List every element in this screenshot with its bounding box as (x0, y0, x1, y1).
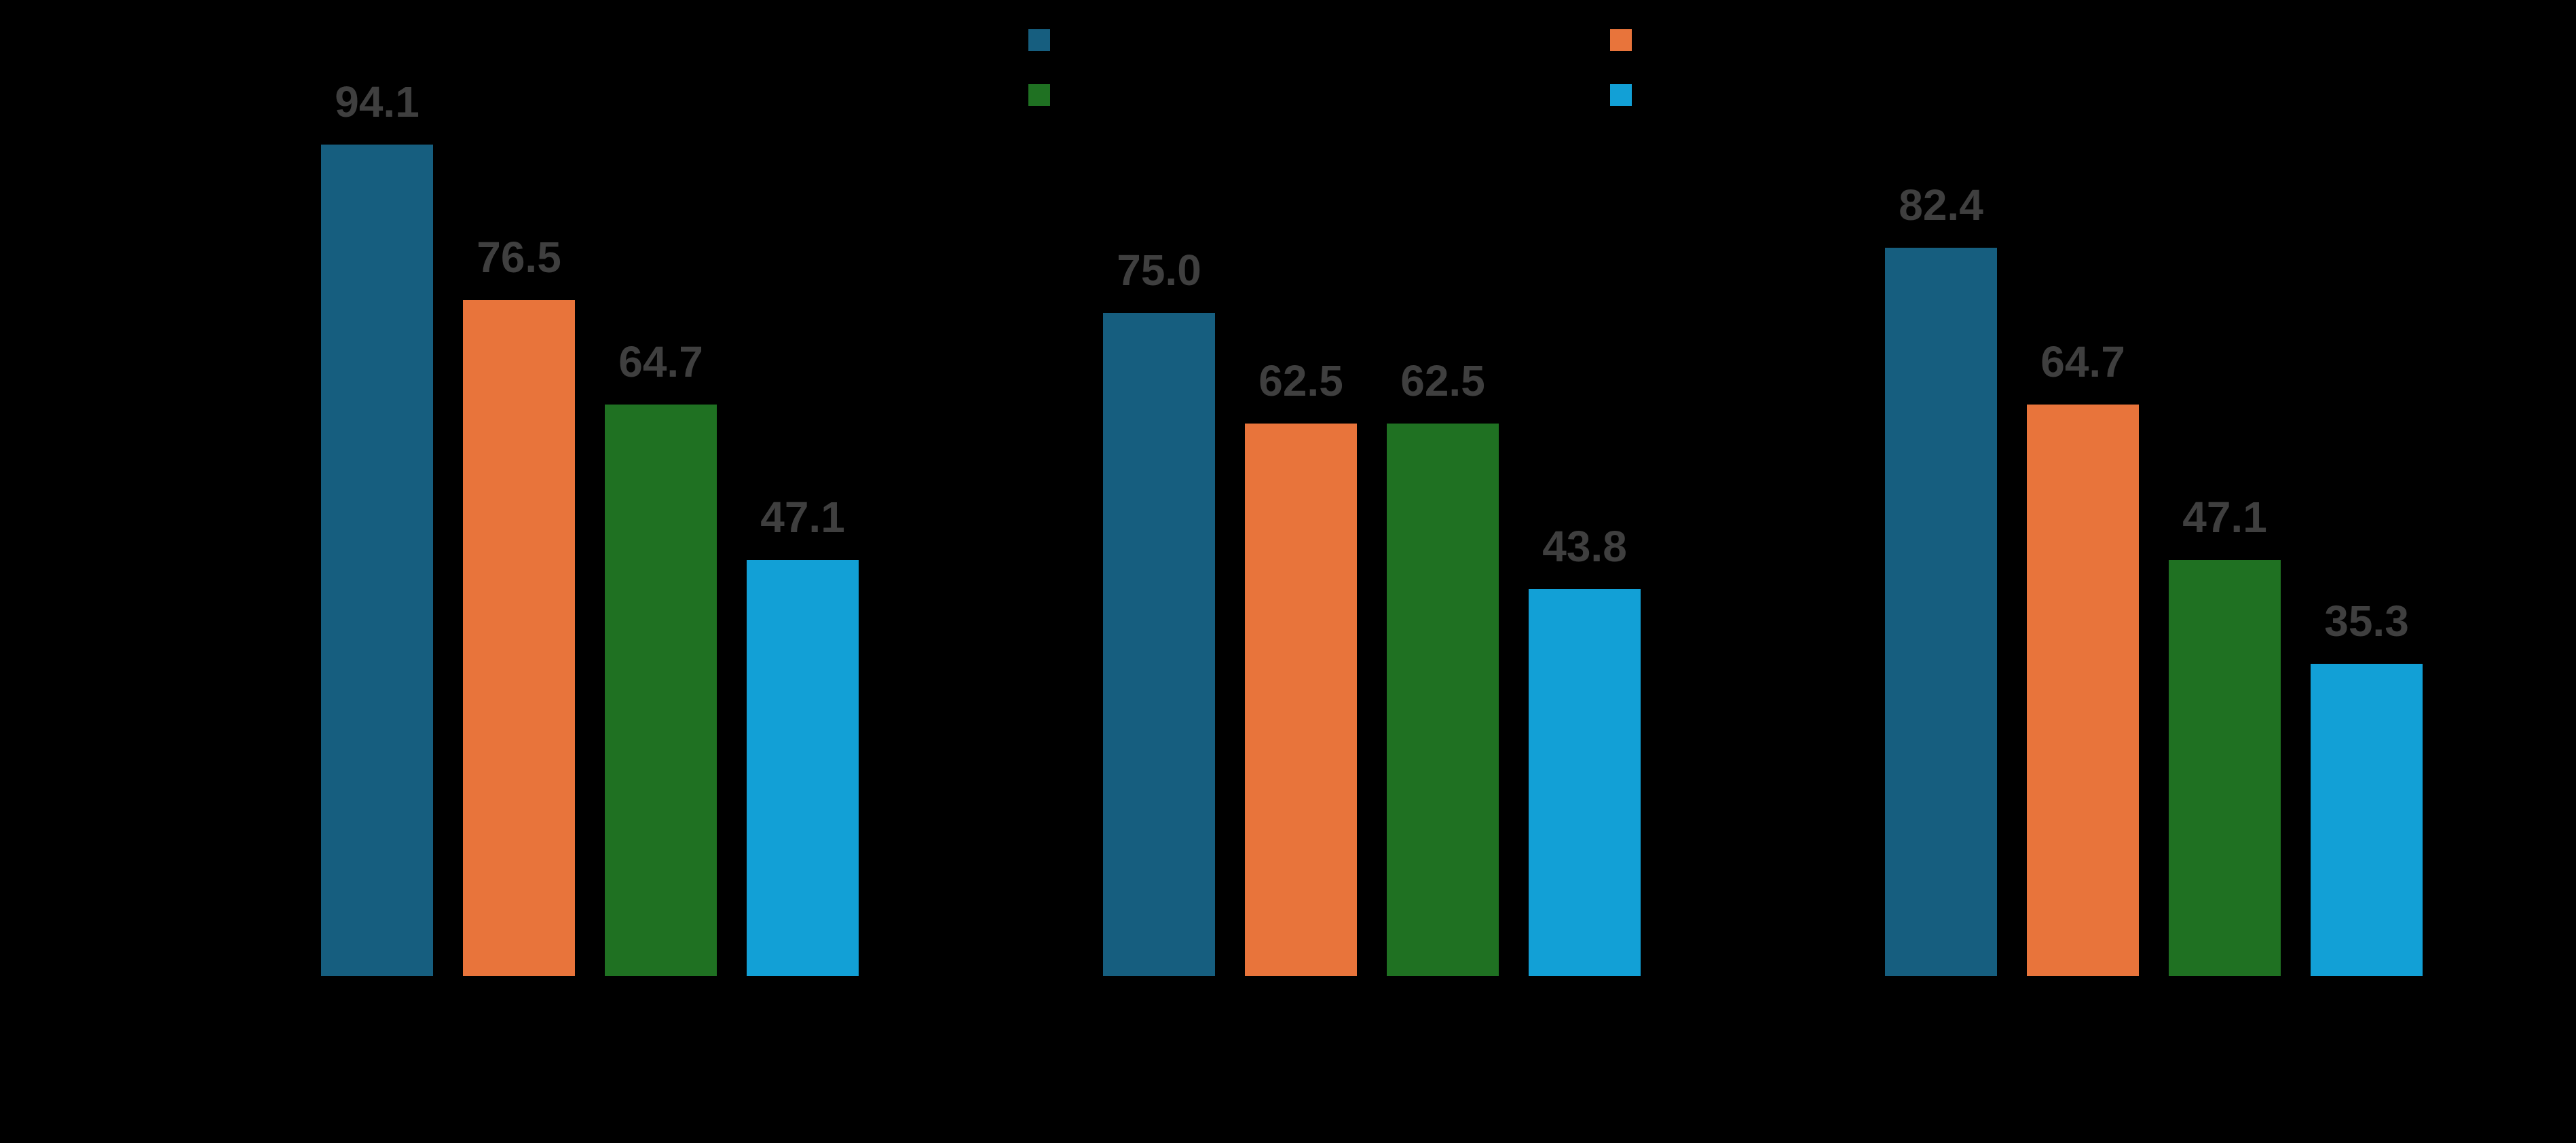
legend-swatch-orange (1610, 29, 1632, 51)
bar-value-label-group3-blue: 82.4 (1899, 181, 1983, 229)
bar-value-label-group1-cyan: 47.1 (760, 493, 845, 542)
bar-value-label-group1-orange: 76.5 (477, 233, 561, 282)
bar-group2-orange (1245, 424, 1357, 976)
legend-swatch-cyan (1610, 84, 1632, 106)
bar-value-label-group2-green: 62.5 (1400, 356, 1485, 405)
legend-swatch-green (1028, 84, 1050, 106)
bar-value-label-group3-orange: 64.7 (2040, 337, 2125, 386)
bar-group1-cyan (747, 560, 859, 976)
bar-value-label-group1-blue: 94.1 (335, 77, 419, 126)
bar-group3-cyan (2311, 664, 2423, 976)
bar-value-label-group2-orange: 62.5 (1258, 356, 1343, 405)
bar-value-label-group1-green: 64.7 (618, 337, 703, 386)
bar-value-label-group3-green: 47.1 (2182, 493, 2267, 542)
bar-value-label-group2-cyan: 43.8 (1542, 522, 1627, 571)
bar-group3-blue (1885, 248, 1997, 976)
bar-group3-green (2169, 560, 2281, 976)
bar-group2-green (1387, 424, 1499, 976)
bar-group2-blue (1103, 313, 1215, 976)
bar-value-label-group3-cyan: 35.3 (2324, 597, 2409, 645)
bar-group2-cyan (1529, 589, 1641, 976)
bar-group1-green (605, 405, 717, 976)
bar-group3-orange (2027, 405, 2139, 976)
bar-group1-orange (463, 300, 575, 976)
bar-value-label-group2-blue: 75.0 (1117, 246, 1201, 295)
legend-swatch-blue (1028, 29, 1050, 51)
bar-group1-blue (321, 145, 433, 976)
